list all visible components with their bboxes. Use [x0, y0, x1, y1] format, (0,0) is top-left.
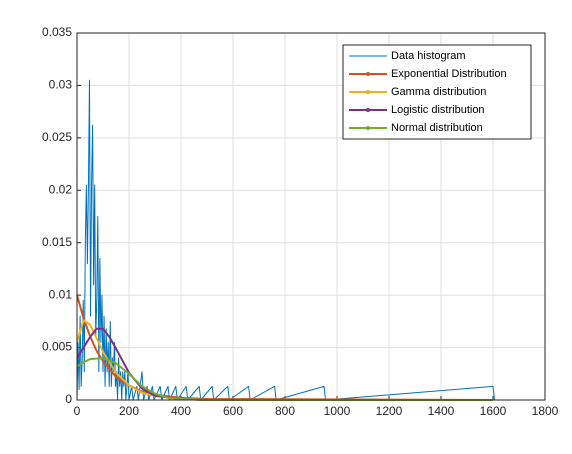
legend-marker: [366, 126, 370, 130]
legend-marker: [366, 72, 370, 76]
series-line: [76, 294, 494, 401]
x-tick-label: 200: [119, 404, 139, 418]
legend-label: Gamma distribution: [391, 86, 486, 98]
series-line: [76, 79, 496, 401]
legend-label: Logistic distribution: [391, 104, 485, 116]
y-tick-label: 0.035: [42, 25, 72, 39]
x-tick-label: 800: [275, 404, 295, 418]
x-tick-label: 1400: [428, 404, 455, 418]
x-tick-label: 600: [223, 404, 243, 418]
x-tick-label: 1800: [532, 404, 559, 418]
axes-box: [76, 32, 546, 401]
x-tick-label: 1600: [480, 404, 507, 418]
x-tick-label: 400: [171, 404, 191, 418]
legend-marker: [366, 108, 370, 112]
y-tick-label: 0.02: [49, 182, 73, 196]
y-tick-label: 0.01: [49, 287, 73, 301]
x-tick-label: 1200: [376, 404, 403, 418]
y-tick-label: 0.025: [42, 130, 72, 144]
legend-label: Exponential Distribution: [391, 68, 507, 80]
y-tick-label: 0.005: [42, 340, 72, 354]
x-tick-label: 1000: [324, 404, 351, 418]
series-line: [76, 357, 493, 401]
y-tick-label: 0: [65, 392, 72, 406]
x-tick-label: 0: [74, 404, 81, 418]
y-tick-label: 0.03: [49, 78, 73, 92]
legend-marker: [366, 90, 370, 94]
legend-label: Normal distribution: [391, 122, 483, 134]
legend-label: Data histogram: [391, 50, 466, 62]
y-tick-label: 0.015: [42, 235, 72, 249]
